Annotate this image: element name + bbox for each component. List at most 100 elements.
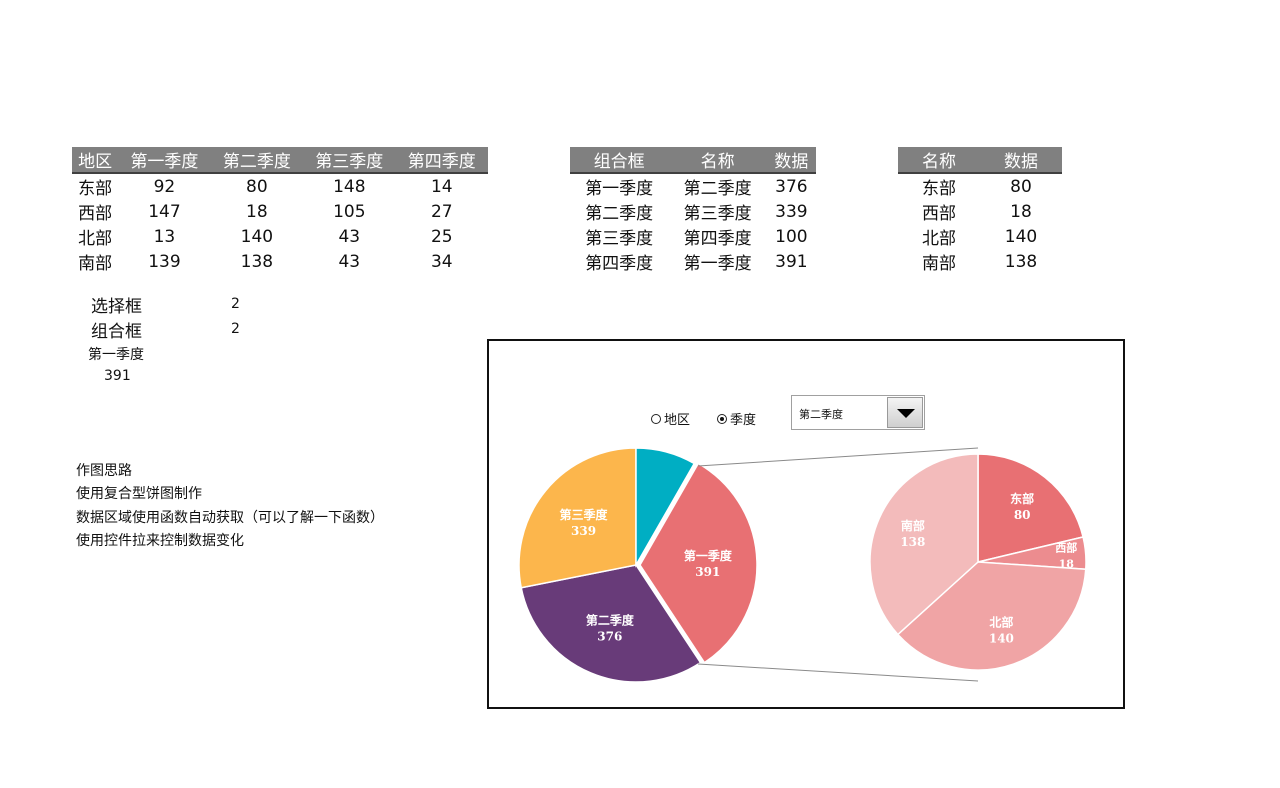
table-cell[interactable]: 138 bbox=[240, 251, 274, 272]
table-row: 第三季度 第四季度 100 bbox=[570, 224, 816, 250]
table-row: 第一季度 第二季度 376 bbox=[570, 173, 816, 200]
column-header: 名称 bbox=[898, 147, 980, 174]
column-header: 第二季度 bbox=[210, 147, 304, 174]
slice-name-label: 第一季度 bbox=[684, 548, 733, 563]
table-cell[interactable]: 南部 bbox=[922, 254, 956, 274]
column-header: 组合框 bbox=[570, 147, 669, 174]
selector-label: 选择框 bbox=[91, 297, 142, 317]
slice-value-label: 80 bbox=[1014, 508, 1031, 522]
table-cell[interactable]: 第一季度 bbox=[683, 254, 752, 274]
table-cell[interactable]: 147 bbox=[148, 201, 181, 222]
table-cell[interactable]: 391 bbox=[775, 251, 808, 272]
selector-value: 2 bbox=[231, 296, 240, 312]
table-cell[interactable]: 第四季度 bbox=[585, 254, 654, 274]
quarter-dropdown[interactable]: 第二季度 bbox=[791, 395, 925, 430]
note-line: 使用复合型饼图制作 bbox=[76, 486, 202, 502]
table-row: 西部 147 18 105 27 bbox=[72, 199, 488, 225]
table-cell[interactable]: 25 bbox=[430, 226, 453, 247]
table-cell[interactable]: 148 bbox=[333, 176, 366, 197]
table-cell[interactable]: 139 bbox=[148, 251, 181, 272]
table-header-row: 名称 数据 bbox=[898, 147, 1062, 174]
table-cell[interactable]: 北部 bbox=[78, 229, 113, 249]
region-quarter-table: 地区 第一季度 第二季度 第三季度 第四季度 东部 92 80 148 14 西部 147 18 105… bbox=[72, 147, 488, 274]
table-cell[interactable]: 第三季度 bbox=[585, 229, 654, 249]
table-cell[interactable]: 第三季度 bbox=[683, 204, 752, 224]
combo-mapping-table: 组合框 名称 数据 第一季度 第二季度 376 第二季度 第三季度 339 第三季度 第四季度 10… bbox=[570, 147, 816, 274]
table-row: 第四季度 第一季度 391 bbox=[570, 249, 816, 275]
table-cell[interactable]: 西部 bbox=[78, 204, 113, 224]
table-cell[interactable]: 东部 bbox=[78, 179, 113, 199]
combo-value: 2 bbox=[231, 321, 240, 337]
column-header: 数据 bbox=[766, 147, 816, 174]
connector-line bbox=[697, 447, 979, 467]
pie-chart-canvas: 第一季度 391 第二季度 376 第三季度 339 东部 80 西部 18 北部 140 南部 138 bbox=[518, 447, 1087, 683]
radio-button-selected[interactable] bbox=[717, 413, 727, 424]
note-line: 使用控件拉来控制数据变化 bbox=[76, 533, 244, 549]
table-cell[interactable]: 140 bbox=[240, 226, 274, 247]
table-cell[interactable]: 339 bbox=[775, 201, 808, 222]
table-cell[interactable]: 376 bbox=[775, 176, 808, 197]
pie-slice bbox=[635, 447, 696, 568]
slice-name-label: 西部 bbox=[1055, 541, 1077, 555]
radio-quarter-label: 季度 bbox=[730, 413, 757, 428]
table-cell[interactable]: 105 bbox=[333, 201, 366, 222]
table-cell[interactable]: 43 bbox=[338, 251, 361, 272]
current-name: 第一季度 bbox=[88, 347, 144, 363]
table-row: 第二季度 第三季度 339 bbox=[570, 199, 816, 225]
column-header: 第四季度 bbox=[395, 147, 488, 174]
table-cell[interactable]: 西部 bbox=[922, 204, 956, 224]
radio-button[interactable] bbox=[651, 413, 661, 424]
slice-value-label: 138 bbox=[900, 535, 925, 549]
table-cell[interactable]: 第二季度 bbox=[683, 179, 752, 199]
table-cell[interactable]: 100 bbox=[775, 226, 808, 247]
connector-line bbox=[697, 663, 979, 682]
table-cell[interactable]: 南部 bbox=[78, 254, 113, 274]
table-cell[interactable]: 27 bbox=[430, 201, 453, 222]
dropdown-arrow-icon[interactable] bbox=[887, 397, 923, 428]
slice-name-label: 北部 bbox=[989, 614, 1013, 629]
slice-name-label: 东部 bbox=[1010, 491, 1034, 506]
slice-value-label: 339 bbox=[571, 524, 596, 538]
table-row: 南部 139 138 43 34 bbox=[72, 249, 488, 275]
combo-label: 组合框 bbox=[91, 322, 142, 342]
secondary-pie-slice bbox=[977, 453, 1084, 563]
note-line: 数据区域使用函数自动获取（可以了解一下函数） bbox=[76, 510, 384, 526]
slice-value-label: 140 bbox=[989, 631, 1014, 645]
table-cell[interactable]: 138 bbox=[1004, 251, 1038, 272]
pie-slice bbox=[520, 564, 702, 683]
current-value: 391 bbox=[104, 368, 131, 384]
table-cell[interactable]: 13 bbox=[153, 226, 176, 247]
table-cell[interactable]: 92 bbox=[153, 176, 176, 197]
table-cell[interactable]: 北部 bbox=[922, 229, 956, 249]
radio-region-option[interactable]: 地区 bbox=[651, 409, 690, 428]
table-cell[interactable]: 140 bbox=[1004, 226, 1038, 247]
table-cell[interactable]: 80 bbox=[1010, 176, 1032, 197]
column-header: 数据 bbox=[980, 147, 1062, 174]
table-row: 北部 13 140 43 25 bbox=[72, 224, 488, 250]
slice-value-label: 376 bbox=[597, 630, 622, 644]
table-cell[interactable]: 18 bbox=[246, 201, 268, 222]
table-cell[interactable]: 34 bbox=[430, 251, 453, 272]
table-cell[interactable]: 第二季度 bbox=[585, 204, 654, 224]
table-row: 北部 140 bbox=[898, 224, 1062, 250]
table-cell[interactable]: 东部 bbox=[922, 179, 956, 199]
dropdown-value: 第二季度 bbox=[799, 408, 843, 421]
column-header: 第三季度 bbox=[303, 147, 396, 174]
table-row: 东部 80 bbox=[898, 173, 1062, 200]
table-cell[interactable]: 80 bbox=[246, 176, 268, 197]
table-cell[interactable]: 43 bbox=[338, 226, 361, 247]
slice-value-label: 18 bbox=[1059, 558, 1075, 571]
note-title: 作图思路 bbox=[76, 463, 132, 479]
table-cell[interactable]: 14 bbox=[430, 176, 453, 197]
column-header: 名称 bbox=[668, 147, 767, 174]
table-cell[interactable]: 第一季度 bbox=[585, 179, 654, 199]
table-cell[interactable]: 18 bbox=[1010, 201, 1032, 222]
table-row: 西部 18 bbox=[898, 199, 1062, 225]
table-header-row: 组合框 名称 数据 bbox=[570, 147, 816, 174]
pie-slice bbox=[639, 462, 758, 664]
table-row: 东部 92 80 148 14 bbox=[72, 173, 488, 200]
table-cell[interactable]: 第四季度 bbox=[683, 229, 752, 249]
slice-value-label: 391 bbox=[695, 565, 720, 579]
pie-of-pie-chart: 地区 季度 第二季度 第一季度 391 第二季度 376 第三季度 339 东部 80 西部 18… bbox=[487, 339, 1125, 709]
radio-quarter-option[interactable]: 季度 bbox=[717, 409, 756, 428]
